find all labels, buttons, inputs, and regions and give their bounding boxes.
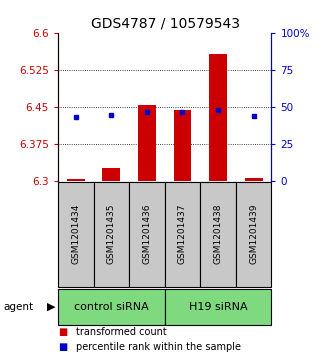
Text: ▶: ▶	[47, 302, 56, 312]
Text: GSM1201436: GSM1201436	[142, 204, 151, 264]
Bar	[245, 178, 262, 182]
Bar	[209, 54, 227, 182]
Bar	[58, 289, 165, 325]
Bar	[165, 289, 271, 325]
Bar	[58, 182, 93, 287]
Bar	[200, 182, 236, 287]
Text: GSM1201437: GSM1201437	[178, 204, 187, 264]
Bar	[138, 105, 156, 182]
Text: ■: ■	[58, 342, 67, 352]
Text: GSM1201435: GSM1201435	[107, 204, 116, 264]
Text: transformed count: transformed count	[76, 327, 167, 337]
Text: GSM1201434: GSM1201434	[71, 204, 80, 264]
Text: percentile rank within the sample: percentile rank within the sample	[76, 342, 241, 352]
Text: GSM1201439: GSM1201439	[249, 204, 258, 264]
Bar	[165, 182, 200, 287]
Text: H19 siRNA: H19 siRNA	[189, 302, 247, 312]
Text: GDS4787 / 10579543: GDS4787 / 10579543	[91, 16, 240, 30]
Text: GSM1201438: GSM1201438	[213, 204, 222, 264]
Bar	[129, 182, 165, 287]
Bar	[236, 182, 271, 287]
Bar	[67, 179, 85, 182]
Bar	[102, 168, 120, 182]
Text: control siRNA: control siRNA	[74, 302, 149, 312]
Bar	[173, 110, 191, 182]
Bar	[93, 182, 129, 287]
Text: ■: ■	[58, 327, 67, 337]
Text: agent: agent	[3, 302, 33, 312]
